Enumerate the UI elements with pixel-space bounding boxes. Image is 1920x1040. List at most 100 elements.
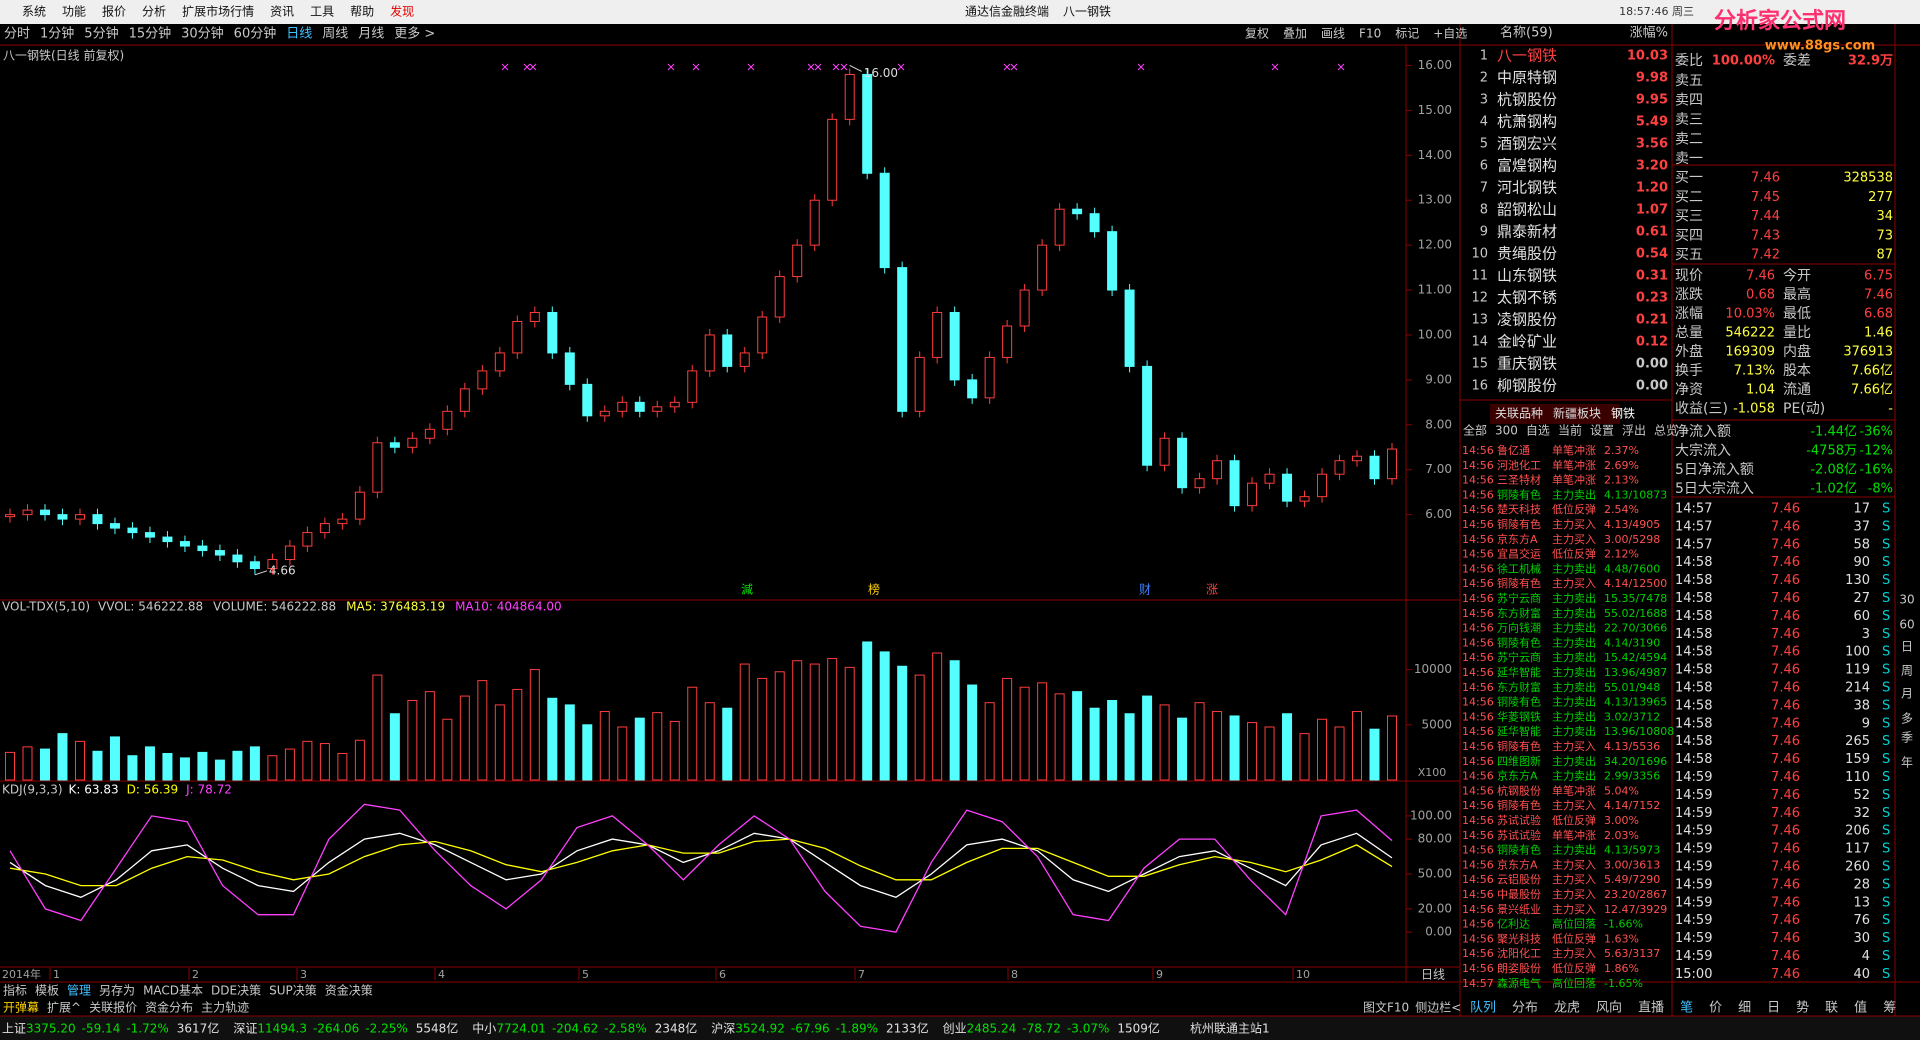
menu-item[interactable]: 资讯 <box>270 5 294 19</box>
strip-button[interactable]: 月 <box>1901 687 1913 701</box>
news-value: 3.00/5298 <box>1604 533 1660 546</box>
side-tab[interactable]: 关联品种 <box>1495 407 1543 421</box>
strip-button[interactable]: 周 <box>1901 664 1913 678</box>
stock-name[interactable]: 太钢不锈 <box>1497 289 1557 307</box>
tool-button[interactable]: 复权 <box>1245 27 1269 41</box>
stock-name[interactable]: 柳钢股份 <box>1497 377 1557 395</box>
volume-bar <box>652 712 663 781</box>
tool-button[interactable]: 画线 <box>1321 27 1345 41</box>
tool-button[interactable]: 标记 <box>1395 27 1419 41</box>
menu-item[interactable]: 发现 <box>390 4 414 19</box>
period-tab[interactable]: 5分钟 <box>84 26 118 42</box>
candle <box>792 244 803 278</box>
flow-value: -1.02亿 <box>1810 482 1857 497</box>
menu-item[interactable]: 工具 <box>310 5 334 19</box>
menu-item[interactable]: 扩展市场行情 <box>182 4 254 19</box>
period-tab[interactable]: 60分钟 <box>234 26 277 42</box>
panel-tab[interactable]: 直播 <box>1638 1001 1664 1016</box>
stock-name[interactable]: 韶钢松山 <box>1497 201 1557 219</box>
period-tab[interactable]: 更多 > <box>394 26 435 42</box>
side-filter[interactable]: 浮出 <box>1622 424 1646 438</box>
stock-name[interactable]: 酒钢宏兴 <box>1497 135 1557 153</box>
side-filter[interactable]: 300 <box>1495 424 1518 438</box>
panel-tab[interactable]: 分布 <box>1512 1001 1538 1016</box>
panel-tab[interactable]: 势 <box>1796 1000 1809 1016</box>
stock-name[interactable]: 杭钢股份 <box>1497 91 1557 109</box>
side-tab[interactable]: 新疆板块 <box>1553 406 1601 421</box>
panel-tab[interactable]: 队列 <box>1470 1001 1496 1016</box>
menu-item[interactable]: 系统 <box>22 5 46 19</box>
trade-side: S <box>1882 573 1890 588</box>
bottom-tab[interactable]: MACD基本 <box>143 984 203 998</box>
side-filter[interactable]: 当前 <box>1558 423 1582 438</box>
period-tab[interactable]: 30分钟 <box>181 26 224 42</box>
menu-item[interactable]: 功能 <box>62 5 86 19</box>
stock-name[interactable]: 凌钢股份 <box>1497 311 1557 329</box>
stock-name[interactable]: 富煌钢构 <box>1497 157 1557 175</box>
period-tab[interactable]: 1分钟 <box>40 26 74 42</box>
tool-button[interactable]: +自选 <box>1433 27 1467 41</box>
bottom-tab[interactable]: 另存为 <box>99 984 135 998</box>
stock-name[interactable]: 中原特钢 <box>1497 69 1557 87</box>
bottom-tab[interactable]: 模板 <box>35 984 59 998</box>
stock-name[interactable]: 河北钢铁 <box>1497 179 1557 197</box>
tool-button[interactable]: 叠加 <box>1283 27 1307 41</box>
candle <box>564 352 575 385</box>
bottom-tab[interactable]: 资金分布 <box>145 1000 193 1015</box>
menu-item[interactable]: 分析 <box>142 5 166 19</box>
trade-price: 7.46 <box>1771 788 1800 803</box>
side-filter[interactable]: 自选 <box>1526 424 1550 438</box>
strip-button[interactable]: 30 <box>1899 593 1914 607</box>
panel-tab[interactable]: 笔 <box>1680 1000 1693 1016</box>
news-value: -1.65% <box>1604 977 1643 990</box>
side-filter[interactable]: 设置 <box>1590 424 1614 438</box>
tool-button[interactable]: F10 <box>1359 27 1381 41</box>
kdj-line <box>9 838 1393 887</box>
bottom-tab[interactable]: DDE决策 <box>211 984 261 998</box>
candle <box>57 514 68 520</box>
candle <box>179 541 190 547</box>
row-number: 9 <box>1480 225 1488 240</box>
period-tab[interactable]: 15分钟 <box>129 26 172 42</box>
side-tab[interactable]: 钢铁 <box>1611 407 1635 421</box>
stock-name[interactable]: 贵绳股份 <box>1497 245 1557 263</box>
strip-button[interactable]: 60 <box>1899 618 1914 632</box>
period-tab[interactable]: 月线 <box>358 27 384 42</box>
bottom-tab[interactable]: 关联报价 <box>89 1000 137 1015</box>
stock-name[interactable]: 杭萧钢构 <box>1497 113 1557 131</box>
period-tab[interactable]: 周线 <box>322 27 348 42</box>
side-filter[interactable]: 全部 <box>1463 423 1487 438</box>
side-toggle[interactable]: 侧边栏< <box>1415 1000 1461 1015</box>
bottom-tab[interactable]: SUP决策 <box>269 984 317 998</box>
panel-tab[interactable]: 日 <box>1767 1001 1780 1016</box>
stock-name[interactable]: 八一钢铁 <box>1497 47 1557 65</box>
panel-tab[interactable]: 筹 <box>1883 1000 1896 1016</box>
event-marker: 減 <box>741 582 753 597</box>
strip-button[interactable]: 年 <box>1901 756 1913 770</box>
bottom-tab[interactable]: 主力轨迹 <box>201 1001 249 1015</box>
side-filter[interactable]: 总览 <box>1654 423 1678 438</box>
menu-item[interactable]: 帮助 <box>350 5 374 19</box>
menu-item[interactable]: 报价 <box>102 4 126 19</box>
strip-button[interactable]: 季 <box>1901 731 1913 745</box>
panel-tab[interactable]: 价 <box>1709 1001 1722 1016</box>
panel-tab[interactable]: 龙虎 <box>1554 1001 1580 1016</box>
strip-button[interactable]: 多 <box>1901 712 1913 726</box>
panel-tab[interactable]: 值 <box>1854 1000 1867 1016</box>
period-tab[interactable]: 日线 <box>286 27 312 42</box>
strip-button[interactable]: 日 <box>1901 640 1913 654</box>
stock-name[interactable]: 山东钢铁 <box>1497 267 1557 285</box>
bottom-tab[interactable]: 开弹幕 <box>3 1001 39 1015</box>
stock-name[interactable]: 鼎泰新材 <box>1497 223 1557 241</box>
stock-name[interactable]: 重庆钢铁 <box>1497 355 1557 373</box>
bottom-tab[interactable]: 扩展^ <box>47 1001 81 1015</box>
bottom-tab[interactable]: 资金决策 <box>325 983 373 998</box>
period-tab[interactable]: 分时 <box>4 27 30 42</box>
stock-name[interactable]: 金岭矿业 <box>1497 333 1557 351</box>
bottom-tab[interactable]: 管理 <box>67 983 91 998</box>
panel-tab[interactable]: 风向 <box>1596 1000 1622 1016</box>
bottom-tab[interactable]: 指标 <box>3 983 27 998</box>
panel-tab[interactable]: 细 <box>1738 1001 1751 1016</box>
side-toggle[interactable]: 图文F10 <box>1363 1000 1409 1015</box>
panel-tab[interactable]: 联 <box>1825 1001 1838 1016</box>
